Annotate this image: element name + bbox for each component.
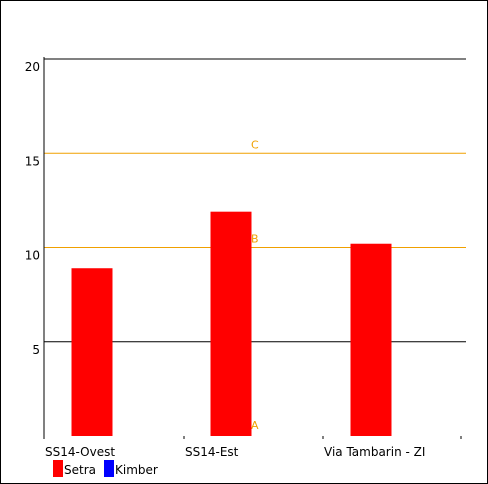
legend-swatch-setra <box>53 460 63 477</box>
legend-swatch-kimber <box>104 460 114 477</box>
legend-label-setra: Setra <box>64 463 96 477</box>
bar-setra-0 <box>71 268 113 436</box>
category-label-2: Via Tambarin - ZI <box>324 445 425 459</box>
category-label-0: SS14-Ovest <box>45 445 115 459</box>
y-tick-label-10: 10 <box>25 249 40 263</box>
y-tick-label-5: 5 <box>32 343 40 357</box>
reference-label-a: A <box>251 419 259 432</box>
reference-label-b: B <box>251 233 259 246</box>
category-label-1: SS14-Est <box>185 445 239 459</box>
y-tick-label-15: 15 <box>25 154 40 168</box>
y-tick-label-20: 20 <box>25 60 40 74</box>
bar-setra-1 <box>210 211 252 436</box>
bar-setra-2 <box>350 243 392 436</box>
legend-label-kimber: Kimber <box>115 463 158 477</box>
reference-label-c: C <box>251 138 259 151</box>
